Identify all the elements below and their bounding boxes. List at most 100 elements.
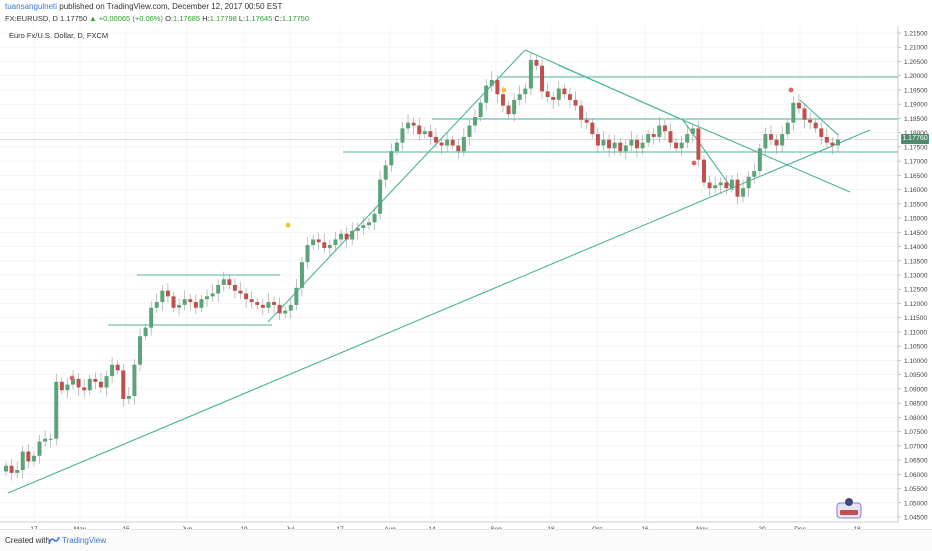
candle-body (500, 94, 505, 106)
candle-body (646, 134, 651, 143)
signal-marker (501, 87, 507, 93)
candle-body (272, 302, 277, 305)
candle-body (579, 105, 584, 120)
candle-body (316, 239, 321, 243)
candle-body (227, 279, 232, 285)
candle-body (584, 119, 589, 123)
candle-body (406, 122, 411, 129)
candle-body (104, 376, 109, 388)
candle-body (249, 299, 254, 303)
candle-body (618, 142, 623, 152)
candle-body (545, 91, 550, 98)
close-label: C: (274, 14, 282, 23)
tradingview-brand-link[interactable]: TradingView (62, 536, 107, 545)
candle-body (556, 88, 561, 100)
trend-line (557, 64, 684, 121)
y-tick-label: 1.04500 (904, 515, 928, 522)
candle-body (830, 142, 835, 146)
open-value: 1.17685 (172, 14, 201, 23)
candle-body (651, 134, 656, 137)
y-tick-label: 1.15500 (904, 201, 928, 208)
candle-body (299, 262, 304, 288)
candle-body (65, 384, 70, 391)
candle-body (322, 242, 327, 248)
candle-body (277, 304, 282, 314)
candle-body (333, 239, 338, 246)
candle-body (260, 304, 265, 308)
close-value: 1.17750 (281, 14, 310, 23)
candle-body (154, 302, 159, 308)
y-tick-label: 1.09500 (904, 372, 928, 379)
candle-body (394, 142, 399, 152)
candle-body (724, 182, 729, 189)
candle-body (311, 239, 316, 246)
candle-body (87, 378, 92, 391)
candle-body (657, 125, 662, 137)
y-tick-label: 1.19500 (904, 87, 928, 94)
candle-body (126, 396, 131, 399)
candle-body (802, 108, 807, 120)
candle-body (132, 364, 137, 396)
candle-body (433, 136, 438, 143)
candle-body (512, 99, 517, 115)
candle-body (355, 228, 360, 231)
trend-line (267, 49, 526, 323)
candle-body (339, 233, 344, 240)
y-tick-label: 1.05000 (904, 500, 928, 507)
y-tick-label: 1.10000 (904, 358, 928, 365)
signal-marker (69, 375, 75, 381)
trend-line (7, 129, 871, 494)
candle-body (713, 185, 718, 189)
candle-body (506, 105, 511, 115)
candle-body (98, 381, 103, 388)
candle-body (138, 336, 143, 365)
candle-body (378, 179, 383, 214)
candle-body (623, 145, 628, 152)
candle-body (590, 122, 595, 135)
candle-body (551, 97, 556, 100)
trend-line (799, 99, 839, 136)
candle-body (461, 136, 466, 152)
candle-body (71, 378, 76, 385)
author-link[interactable]: tuansangulneti (5, 2, 58, 11)
candle-body (110, 364, 115, 377)
candle-body (383, 165, 388, 180)
candle-body (54, 381, 59, 439)
signal-marker (691, 160, 697, 166)
candle-body (573, 99, 578, 106)
candle-body (221, 279, 226, 285)
candle-body (534, 60, 539, 66)
candle-body (182, 299, 187, 305)
candle-body (143, 327, 148, 337)
current-price-label: 1.17760 (901, 134, 929, 145)
candle-body (595, 134, 600, 146)
candle-body (160, 290, 165, 303)
candle-body (372, 213, 377, 223)
candle-body (165, 290, 170, 297)
candle-body (517, 94, 522, 100)
candle-body (824, 136, 829, 143)
candle-body (48, 438, 53, 440)
candle-body (428, 131, 433, 137)
y-tick-label: 1.12500 (904, 287, 928, 294)
candle-body (528, 60, 533, 89)
candle-body (718, 182, 723, 186)
candle-body (489, 79, 494, 86)
candle-body (495, 79, 500, 95)
high-value: 1.17798 (209, 14, 237, 23)
candle-body (422, 131, 427, 135)
candle-body (366, 222, 371, 226)
candle-body (540, 65, 545, 92)
y-tick-label: 1.15000 (904, 216, 928, 223)
y-tick-label: 1.19000 (904, 102, 928, 109)
candle-body (400, 128, 405, 143)
y-tick-label: 1.06000 (904, 472, 928, 479)
candle-body (701, 159, 706, 183)
candle-body (836, 139, 840, 146)
ideas-badge-icon[interactable] (836, 497, 862, 519)
y-tick-label: 1.17500 (904, 144, 928, 151)
y-tick-label: 1.17000 (904, 159, 928, 166)
candle-body (283, 310, 288, 314)
candle-body (729, 179, 734, 189)
